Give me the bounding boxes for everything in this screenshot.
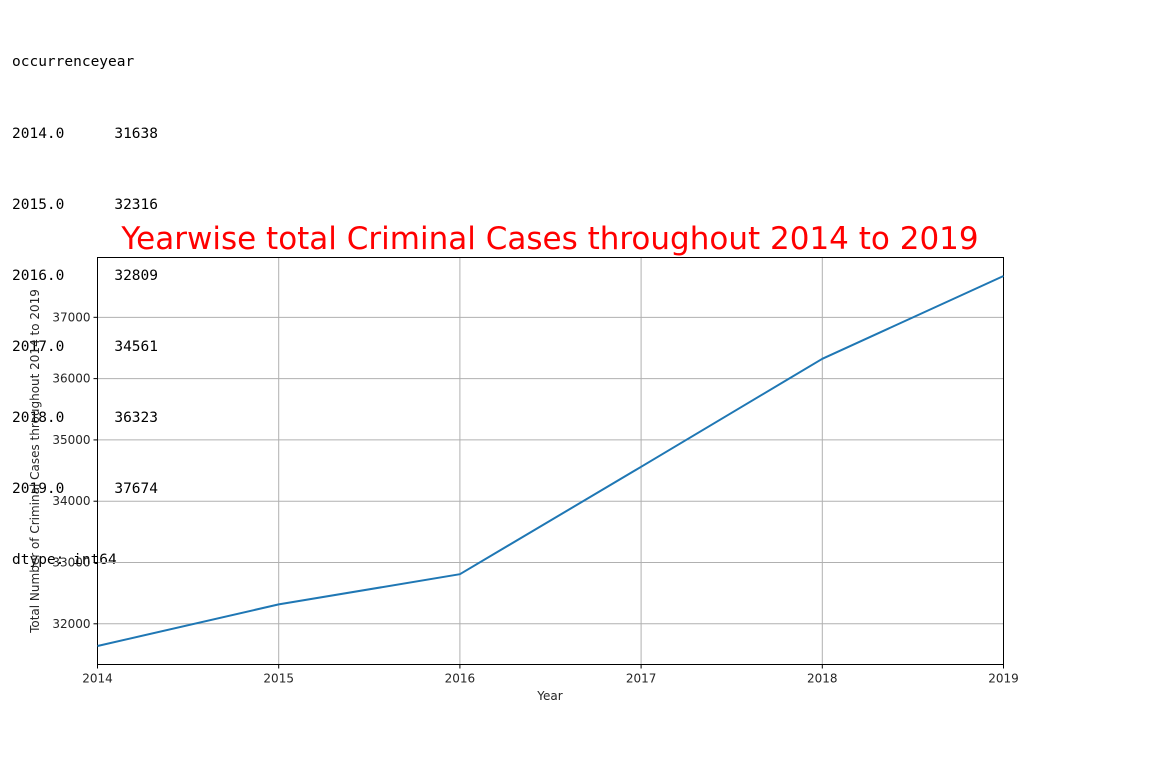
x-tick-label: 2015 xyxy=(263,672,294,686)
y-tick-label: 32000 xyxy=(52,617,90,631)
x-tick-label: 2014 xyxy=(82,672,113,686)
series-row-count: 37674 xyxy=(114,480,158,497)
x-tick-label: 2019 xyxy=(988,672,1019,686)
series-row-count: 32316 xyxy=(114,196,158,213)
series-row: 2018.0 36323 xyxy=(12,407,158,431)
series-row-count: 32809 xyxy=(114,267,158,284)
series-line xyxy=(97,275,1004,647)
x-tick-label: 2017 xyxy=(626,672,657,686)
y-tick-label: 34000 xyxy=(52,494,90,508)
series-row-count: 31638 xyxy=(114,125,158,142)
y-tick-label: 33000 xyxy=(52,556,90,570)
series-output: occurrenceyear 2014.0 31638 2015.0 32316 2… xyxy=(12,4,158,596)
x-axis-label: Year xyxy=(536,689,562,703)
series-row-year: 2015.0 xyxy=(12,196,65,213)
x-tick-label: 2016 xyxy=(445,672,476,686)
series-row: 2016.0 32809 xyxy=(12,265,158,289)
y-tick-label: 35000 xyxy=(52,433,90,447)
series-row-year: 2017.0 xyxy=(12,338,65,355)
series-row: 2015.0 32316 xyxy=(12,194,158,218)
series-row: 2019.0 37674 xyxy=(12,478,158,502)
y-tick-labels: 32000 33000 34000 35000 36000 37000 xyxy=(52,310,90,630)
axes-frame xyxy=(97,257,1004,665)
grid-lines xyxy=(97,257,1004,665)
data-series xyxy=(97,275,1004,647)
series-row-count: 36323 xyxy=(114,409,158,426)
y-tick-label: 36000 xyxy=(52,372,90,386)
tick-marks xyxy=(93,316,1004,669)
series-row-year: 2014.0 xyxy=(12,125,65,142)
y-tick-label: 37000 xyxy=(52,310,90,324)
series-row-year: 2019.0 xyxy=(12,480,65,497)
series-row-year: 2018.0 xyxy=(12,409,65,426)
series-row-count: 34561 xyxy=(114,338,158,355)
index-name-line: occurrenceyear xyxy=(12,54,135,71)
dtype-line: dtype: int64 xyxy=(12,552,117,569)
series-row: 2017.0 34561 xyxy=(12,336,158,360)
series-row: 2014.0 31638 xyxy=(12,123,158,147)
x-tick-label: 2018 xyxy=(807,672,838,686)
y-axis-label: Total Number of Criminal Cases throughou… xyxy=(28,289,42,634)
series-row-year: 2016.0 xyxy=(12,267,65,284)
x-tick-labels: 2014 2015 2016 2017 2018 2019 xyxy=(82,672,1019,686)
chart-title: Yearwise total Criminal Cases throughout… xyxy=(120,221,978,257)
line-chart: Yearwise total Criminal Cases throughout… xyxy=(28,221,1019,703)
